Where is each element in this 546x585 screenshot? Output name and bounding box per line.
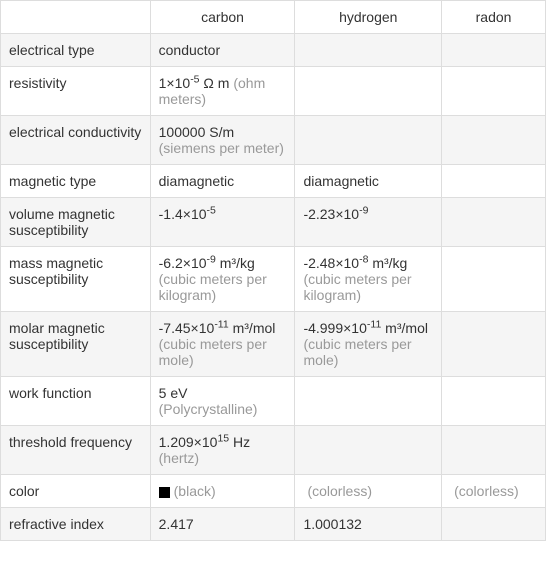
cell-value: [442, 508, 546, 541]
row-label: color: [1, 475, 151, 508]
table-row: work function 5 eV (Polycrystalline): [1, 377, 546, 426]
row-label: magnetic type: [1, 165, 151, 198]
table-row: volume magnetic susceptibility -1.4×10-5…: [1, 198, 546, 247]
table-row: electrical conductivity 100000 S/m (siem…: [1, 116, 546, 165]
table-row: electrical type conductor: [1, 34, 546, 67]
row-label: volume magnetic susceptibility: [1, 198, 151, 247]
header-empty: [1, 1, 151, 34]
color-swatch-icon: [159, 487, 170, 498]
cell-value: -4.999×10-11 m³/mol (cubic meters per mo…: [295, 312, 442, 377]
row-label: work function: [1, 377, 151, 426]
cell-value: 5 eV (Polycrystalline): [150, 377, 295, 426]
cell-value: conductor: [150, 34, 295, 67]
cell-value: 2.417: [150, 508, 295, 541]
cell-value: [442, 247, 546, 312]
cell-value: (colorless): [295, 475, 442, 508]
header-row: carbon hydrogen radon: [1, 1, 546, 34]
cell-value: [295, 426, 442, 475]
table-row: resistivity 1×10-5 Ω m (ohm meters): [1, 67, 546, 116]
row-label: threshold frequency: [1, 426, 151, 475]
table-row: magnetic type diamagnetic diamagnetic: [1, 165, 546, 198]
cell-value: [442, 34, 546, 67]
cell-value: [442, 67, 546, 116]
cell-value: -1.4×10-5: [150, 198, 295, 247]
row-label: molar magnetic susceptibility: [1, 312, 151, 377]
header-carbon: carbon: [150, 1, 295, 34]
cell-value: -7.45×10-11 m³/mol (cubic meters per mol…: [150, 312, 295, 377]
cell-value: 1.000132: [295, 508, 442, 541]
cell-value: -6.2×10-9 m³/kg (cubic meters per kilogr…: [150, 247, 295, 312]
row-label: resistivity: [1, 67, 151, 116]
cell-value: diamagnetic: [150, 165, 295, 198]
table-row: molar magnetic susceptibility -7.45×10-1…: [1, 312, 546, 377]
cell-value: 1×10-5 Ω m (ohm meters): [150, 67, 295, 116]
table-row: color (black) (colorless) (colorless): [1, 475, 546, 508]
cell-value: [442, 198, 546, 247]
table-row: refractive index 2.417 1.000132: [1, 508, 546, 541]
row-label: mass magnetic susceptibility: [1, 247, 151, 312]
table-row: threshold frequency 1.209×1015 Hz (hertz…: [1, 426, 546, 475]
row-label: refractive index: [1, 508, 151, 541]
table-row: mass magnetic susceptibility -6.2×10-9 m…: [1, 247, 546, 312]
cell-value: [295, 67, 442, 116]
cell-value: diamagnetic: [295, 165, 442, 198]
cell-value: [295, 377, 442, 426]
cell-value: (black): [150, 475, 295, 508]
cell-value: [295, 34, 442, 67]
cell-value: [442, 377, 546, 426]
cell-value: [295, 116, 442, 165]
cell-value: (colorless): [442, 475, 546, 508]
header-radon: radon: [442, 1, 546, 34]
row-label: electrical conductivity: [1, 116, 151, 165]
cell-value: -2.23×10-9: [295, 198, 442, 247]
cell-value: [442, 116, 546, 165]
properties-table: carbon hydrogen radon electrical type co…: [0, 0, 546, 541]
row-label: electrical type: [1, 34, 151, 67]
cell-value: 1.209×1015 Hz (hertz): [150, 426, 295, 475]
cell-value: -2.48×10-8 m³/kg (cubic meters per kilog…: [295, 247, 442, 312]
cell-value: [442, 426, 546, 475]
cell-value: [442, 312, 546, 377]
header-hydrogen: hydrogen: [295, 1, 442, 34]
cell-value: 100000 S/m (siemens per meter): [150, 116, 295, 165]
cell-value: [442, 165, 546, 198]
